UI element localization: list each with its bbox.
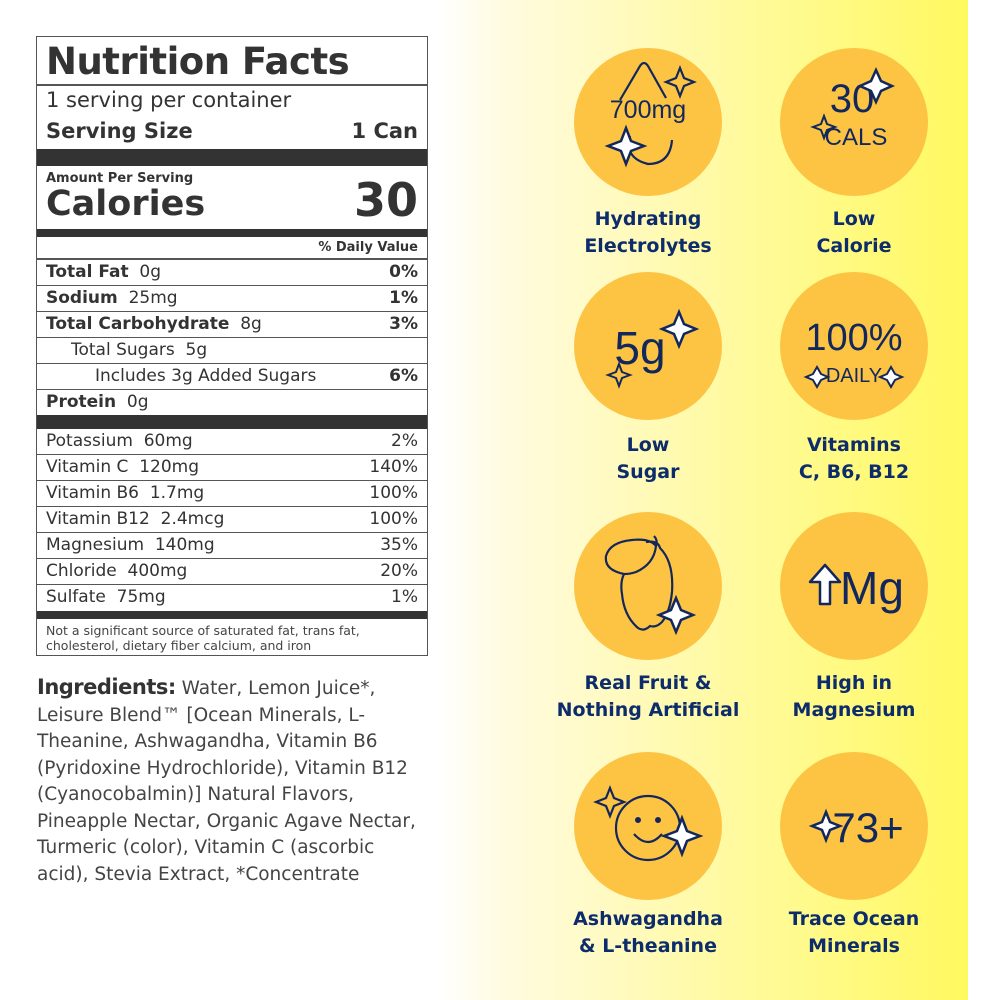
thick-divider (37, 415, 427, 429)
svg-text:700mg: 700mg (610, 96, 686, 124)
calories-value: 30 (353, 173, 418, 227)
nutrition-facts-title: Nutrition Facts (46, 40, 350, 83)
feature-high-magnesium: Mg High in Magnesium (754, 512, 954, 727)
thick-divider (37, 149, 427, 166)
droplet-icon: 700mg (604, 61, 697, 168)
svg-text:5g: 5g (614, 322, 665, 374)
nutrient-row-potassium: Potassium 60mg 2% (37, 429, 427, 455)
feature-hydrating-electrolytes: 700mg Hydrating Electrolytes (548, 48, 748, 258)
calories-icon: 30 CALS (810, 66, 896, 151)
nutrient-row-total-fat: Total Fat 0g 0% (37, 260, 427, 286)
nutrient-row-total-carbohydrate: Total Carbohydrate 8g 3% (37, 312, 427, 338)
nutrient-row-vitamin-c: Vitamin C 120mg 140% (37, 455, 427, 481)
svg-text:Mg: Mg (840, 562, 904, 614)
nutrient-row-added-sugars: Includes 3g Added Sugars 6% (37, 364, 427, 390)
feature-real-fruit: Real Fruit & Nothing Artificial (548, 512, 748, 727)
lemon-icon (604, 535, 697, 636)
svg-text:CALS: CALS (825, 124, 888, 151)
daily-value-header: % Daily Value (318, 240, 418, 255)
minerals-icon: 73+ (808, 804, 904, 851)
medium-divider (37, 611, 427, 619)
feature-ashwagandha: Ashwagandha & L-theanine (548, 752, 748, 967)
daily-value-icon: 100% DAILY (803, 317, 905, 390)
feature-trace-minerals: 73+ Trace Ocean Minerals (754, 752, 954, 967)
nutrition-footnote: Not a significant source of saturated fa… (46, 623, 360, 653)
sugar-icon: 5g (605, 308, 700, 389)
nutrient-row-sodium: Sodium 25mg 1% (37, 286, 427, 312)
feature-low-calorie: 30 CALS Low Calorie (754, 48, 954, 258)
ingredients-text: Water, Lemon Juice*, Leisure Blend™ [Oce… (37, 678, 416, 885)
svg-text:100%: 100% (805, 317, 902, 359)
ingredients-list: Ingredients: Water, Lemon Juice*, Leisur… (37, 674, 422, 888)
nutrient-row-magnesium: Magnesium 140mg 35% (37, 533, 427, 559)
divider (37, 84, 427, 86)
medium-divider (37, 229, 427, 237)
nutrient-row-vitamin-b12: Vitamin B12 2.4mcg 100% (37, 507, 427, 533)
feature-vitamins: 100% DAILY Vitamins C, B6, B12 (754, 272, 954, 487)
nutrient-row-protein: Protein 0g (46, 392, 149, 412)
calories-label: Calories (46, 184, 206, 224)
smiley-face-icon (593, 785, 704, 862)
serving-size-value: 1 Can (351, 119, 418, 143)
ingredients-label: Ingredients: (37, 675, 176, 699)
servings-per-container: 1 serving per container (46, 88, 292, 112)
divider (37, 258, 427, 260)
svg-text:DAILY: DAILY (826, 365, 882, 387)
nutrient-row-chloride: Chloride 400mg 20% (37, 559, 427, 585)
amount-per-serving: Amount Per Serving (46, 171, 194, 186)
serving-size-label: Serving Size (46, 119, 193, 143)
nutrient-row-vitamin-b6: Vitamin B6 1.7mg 100% (37, 481, 427, 507)
nutrition-facts-label: Nutrition Facts 1 serving per container … (36, 36, 428, 656)
magnesium-arrow-icon: Mg (808, 562, 904, 614)
nutrient-row-total-sugars: Total Sugars 5g (37, 338, 427, 364)
feature-low-sugar: 5g Low Sugar (548, 272, 748, 487)
nutrient-row-sulfate: Sulfate 75mg 1% (46, 587, 418, 607)
svg-text:73+: 73+ (832, 804, 903, 851)
